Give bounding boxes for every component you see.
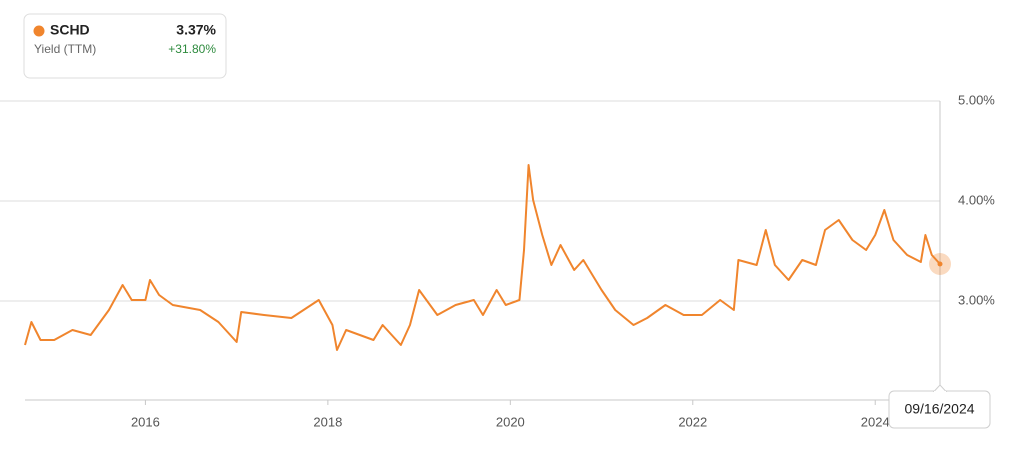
- legend-box: [23, 13, 227, 79]
- y-tick-label: 5.00%: [958, 92, 995, 107]
- hover-point: [937, 261, 943, 267]
- tooltip: 09/16/2024: [888, 384, 991, 429]
- legend-name: SCHD: [50, 22, 90, 38]
- x-tick-label: 2024: [861, 414, 890, 429]
- x-tick-label: 2016: [131, 414, 160, 429]
- legend-metric: Yield (TTM): [34, 42, 96, 56]
- legend-swatch: [33, 25, 45, 37]
- legend-current: 3.37%: [176, 22, 216, 38]
- y-tick-label: 3.00%: [958, 292, 995, 307]
- x-tick-label: 2018: [313, 414, 342, 429]
- tooltip-date: 09/16/2024: [904, 401, 974, 417]
- tooltip-pointer-mask: [934, 391, 946, 393]
- series-line: [24, 164, 941, 351]
- x-tick-label: 2020: [496, 414, 525, 429]
- y-tick-label: 4.00%: [958, 192, 995, 207]
- x-tick-label: 2022: [678, 414, 707, 429]
- legend-change: +31.80%: [168, 42, 216, 56]
